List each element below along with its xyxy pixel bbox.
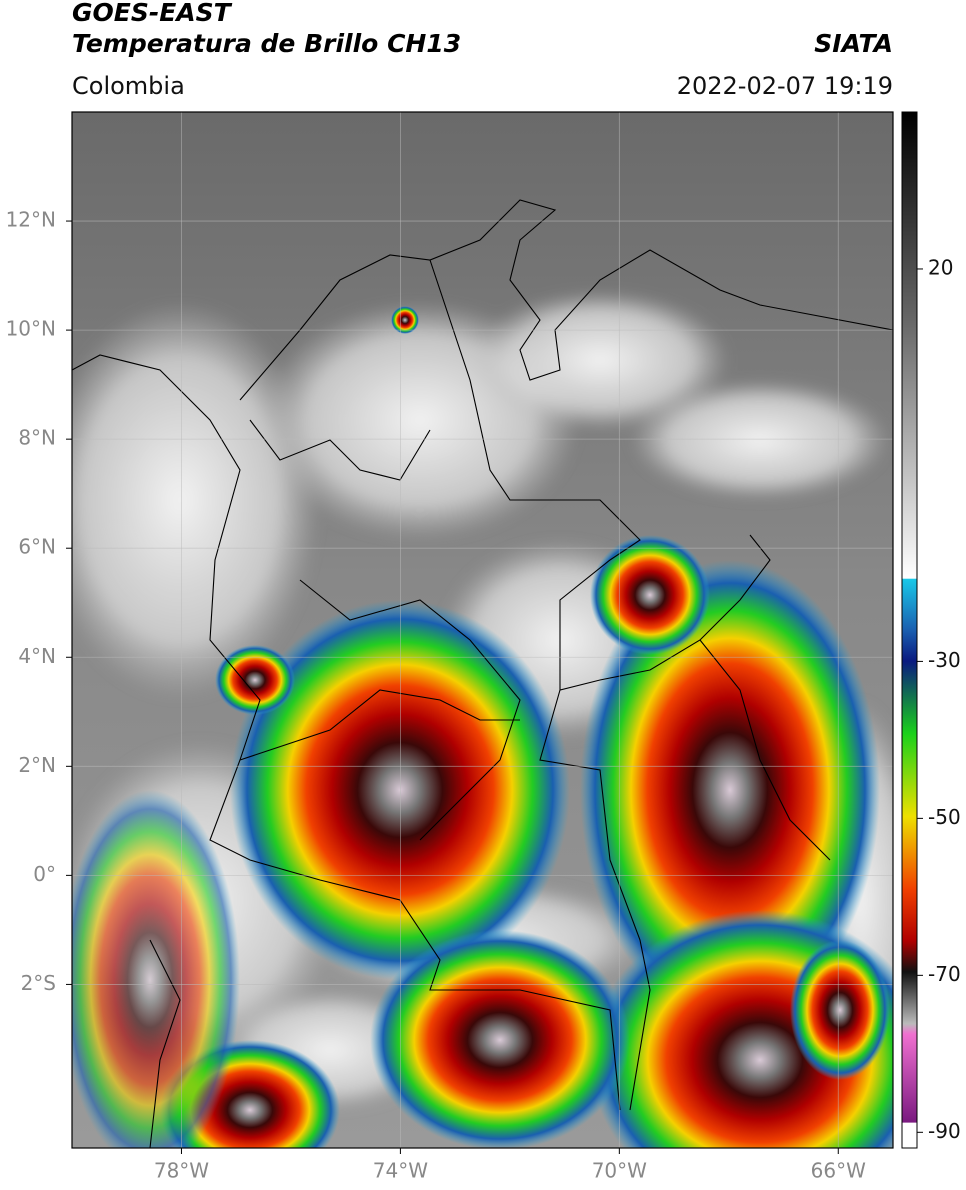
lon-tick-label: 70°W [592,1159,647,1183]
region: Colombia [72,72,185,100]
map-frame [71,111,894,1149]
lon-tick-label: 74°W [373,1159,428,1183]
labels: 12°N 10°N 8°N 6°N 4°N 2°N 0° 2°S 78°W 74°W 70°W 66°… [6,208,961,1183]
lat-tick-label: 12°N [6,208,56,232]
lat-tick-label: 0° [33,862,56,886]
colorbar-tick-label: -50 [928,805,961,829]
lat-tick-label: 8°N [18,426,56,450]
lon-tick-label: 66°W [811,1159,866,1183]
lat-tick-label: 6°N [18,535,56,559]
title-product: Temperatura de Brillo CH13 [72,29,461,58]
lat-tick-label: 2°N [18,753,56,777]
satellite-image [72,112,893,1148]
title-source: SIATA [814,29,893,58]
colorbar-tick-label: -90 [928,1119,961,1143]
lat-tick-label: 10°N [6,317,56,341]
title-satellite: GOES-EAST [72,0,233,27]
graticule [72,112,893,1148]
colorbar-tick-label: -70 [928,962,961,986]
lat-tick-label: 2°S [21,971,56,995]
lat-tick-label: 4°N [18,644,56,668]
colorbar-tick-label: 20 [928,255,953,279]
colorbar [901,111,918,1149]
lon-tick-label: 78°W [154,1159,209,1183]
timestamp: 2022-02-07 19:19 [677,72,893,100]
colorbar-tick-label: -30 [928,648,961,672]
